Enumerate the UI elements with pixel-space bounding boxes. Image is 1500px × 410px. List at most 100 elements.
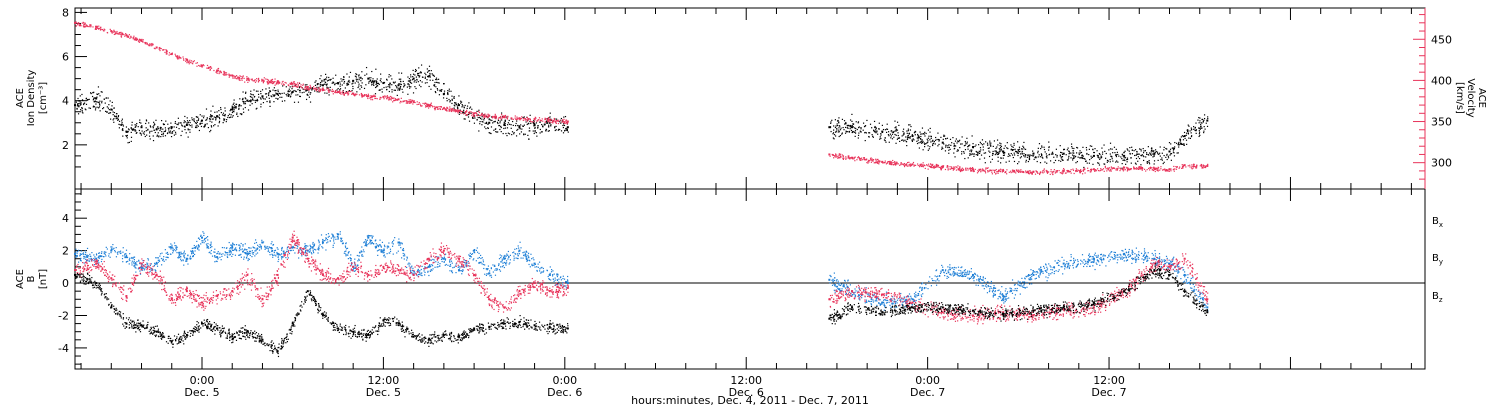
density-point bbox=[876, 131, 878, 133]
velocity-point bbox=[274, 84, 276, 86]
density-point bbox=[982, 146, 984, 148]
velocity-point bbox=[1128, 168, 1130, 171]
density-point bbox=[894, 133, 896, 136]
density-point bbox=[555, 125, 557, 127]
velocity-point bbox=[875, 158, 877, 160]
velocity-point bbox=[365, 94, 367, 96]
density-point bbox=[434, 81, 436, 84]
by-point bbox=[503, 258, 505, 260]
density-point bbox=[836, 123, 838, 125]
velocity-point bbox=[940, 168, 942, 170]
density-point bbox=[904, 139, 906, 141]
velocity-point bbox=[85, 24, 87, 26]
velocity-point bbox=[332, 90, 334, 92]
by-point bbox=[270, 243, 272, 245]
density-point bbox=[1194, 127, 1196, 129]
density-point bbox=[829, 126, 832, 129]
density-point bbox=[79, 104, 82, 106]
by-point bbox=[228, 241, 230, 244]
density-point bbox=[181, 125, 184, 127]
density-point bbox=[481, 116, 483, 118]
density-point bbox=[223, 119, 225, 122]
density-point bbox=[1081, 157, 1084, 159]
velocity-point bbox=[1200, 164, 1203, 166]
density-point bbox=[398, 78, 400, 80]
density-point bbox=[200, 120, 202, 122]
density-point bbox=[503, 121, 505, 123]
density-point bbox=[206, 123, 208, 125]
velocity-point bbox=[152, 44, 154, 46]
density-point bbox=[231, 108, 234, 110]
velocity-point bbox=[1041, 171, 1043, 173]
velocity-point bbox=[930, 166, 933, 169]
density-point bbox=[429, 72, 431, 75]
density-point bbox=[1104, 157, 1107, 159]
by-point bbox=[184, 253, 186, 255]
density-point bbox=[562, 123, 565, 125]
density-point bbox=[410, 79, 412, 81]
density-point bbox=[1076, 146, 1078, 149]
density-point bbox=[537, 127, 539, 129]
density-point bbox=[540, 131, 543, 133]
density-point bbox=[992, 153, 994, 155]
velocity-point bbox=[886, 162, 889, 164]
density-point bbox=[1018, 146, 1021, 148]
by-point bbox=[150, 267, 152, 270]
velocity-point bbox=[439, 108, 442, 111]
by-point bbox=[387, 245, 389, 247]
density-point bbox=[435, 86, 437, 88]
velocity-point bbox=[247, 81, 249, 83]
density-point bbox=[854, 131, 856, 133]
by-point bbox=[122, 261, 124, 263]
velocity-point bbox=[193, 60, 195, 62]
velocity-point bbox=[372, 95, 374, 97]
density-point bbox=[115, 115, 118, 117]
by-point bbox=[538, 261, 541, 263]
by-point bbox=[232, 244, 234, 246]
velocity-point bbox=[419, 103, 421, 105]
density-point bbox=[1151, 147, 1153, 149]
density-point bbox=[289, 96, 292, 98]
velocity-point bbox=[562, 121, 564, 123]
density-point bbox=[989, 151, 991, 153]
density-point bbox=[1121, 163, 1123, 165]
velocity-point bbox=[563, 118, 565, 120]
density-point bbox=[381, 88, 383, 90]
by-point bbox=[116, 252, 118, 254]
density-point bbox=[340, 78, 342, 80]
density-point bbox=[953, 148, 955, 150]
by-point bbox=[500, 261, 502, 263]
density-point bbox=[454, 105, 456, 107]
density-point bbox=[1166, 153, 1168, 155]
velocity-point bbox=[151, 42, 153, 45]
density-point bbox=[227, 115, 229, 117]
velocity-point bbox=[514, 115, 516, 117]
by-point bbox=[187, 258, 189, 260]
density-point bbox=[410, 74, 412, 76]
velocity-point bbox=[150, 43, 152, 45]
by-point bbox=[366, 243, 368, 246]
density-point bbox=[1021, 148, 1023, 150]
velocity-point bbox=[961, 169, 963, 171]
velocity-point bbox=[343, 92, 345, 94]
velocity-point bbox=[159, 49, 161, 52]
density-point bbox=[828, 126, 831, 129]
velocity-point bbox=[1075, 170, 1077, 172]
density-point bbox=[186, 124, 188, 126]
velocity-point bbox=[304, 86, 306, 89]
by-point bbox=[233, 244, 236, 246]
velocity-point bbox=[1052, 173, 1054, 176]
velocity-point bbox=[863, 158, 865, 161]
density-point bbox=[510, 124, 512, 126]
velocity-point bbox=[971, 167, 973, 170]
velocity-point bbox=[838, 157, 840, 159]
density-point bbox=[184, 126, 186, 128]
density-point bbox=[1116, 160, 1118, 162]
velocity-point bbox=[464, 111, 467, 113]
velocity-point bbox=[1108, 170, 1111, 172]
density-point bbox=[902, 128, 905, 130]
density-point bbox=[1161, 152, 1163, 154]
density-point bbox=[150, 126, 152, 128]
by-point bbox=[393, 239, 395, 241]
density-point bbox=[936, 138, 938, 141]
